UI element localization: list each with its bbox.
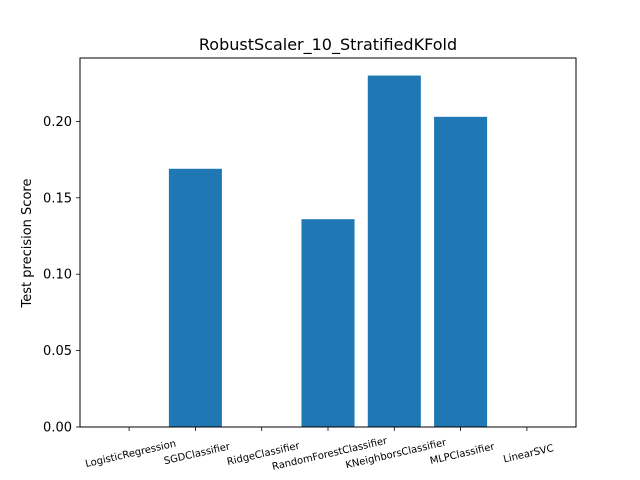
x-axis-ticks: LogisticRegressionSGDClassifierRidgeClas… (84, 427, 555, 473)
y-tick-label-0.10: 0.10 (43, 268, 72, 283)
y-tick-label-0.15: 0.15 (43, 191, 72, 206)
x-tick-label-LogisticRegression: LogisticRegression (84, 439, 177, 471)
y-tick-label-0.00: 0.00 (43, 421, 72, 436)
y-tick-label-0.05: 0.05 (43, 344, 72, 359)
y-axis-ticks: 0.00 0.05 0.10 0.15 0.20 (43, 115, 80, 436)
y-tick-label-0.20: 0.20 (43, 115, 72, 130)
bar-SGDClassifier (168, 168, 222, 427)
bars (168, 75, 488, 427)
plot-frame (79, 57, 577, 428)
bar-MLPClassifier (434, 116, 488, 427)
bar-RandomForestClassifier (301, 219, 355, 427)
y-axis-label: Test precision Score (20, 179, 35, 309)
x-tick-label-LinearSVC: LinearSVC (502, 443, 554, 465)
chart-title: RobustScaler_10_StratifiedKFold (199, 35, 457, 55)
bar-KNeighborsClassifier (367, 75, 421, 427)
